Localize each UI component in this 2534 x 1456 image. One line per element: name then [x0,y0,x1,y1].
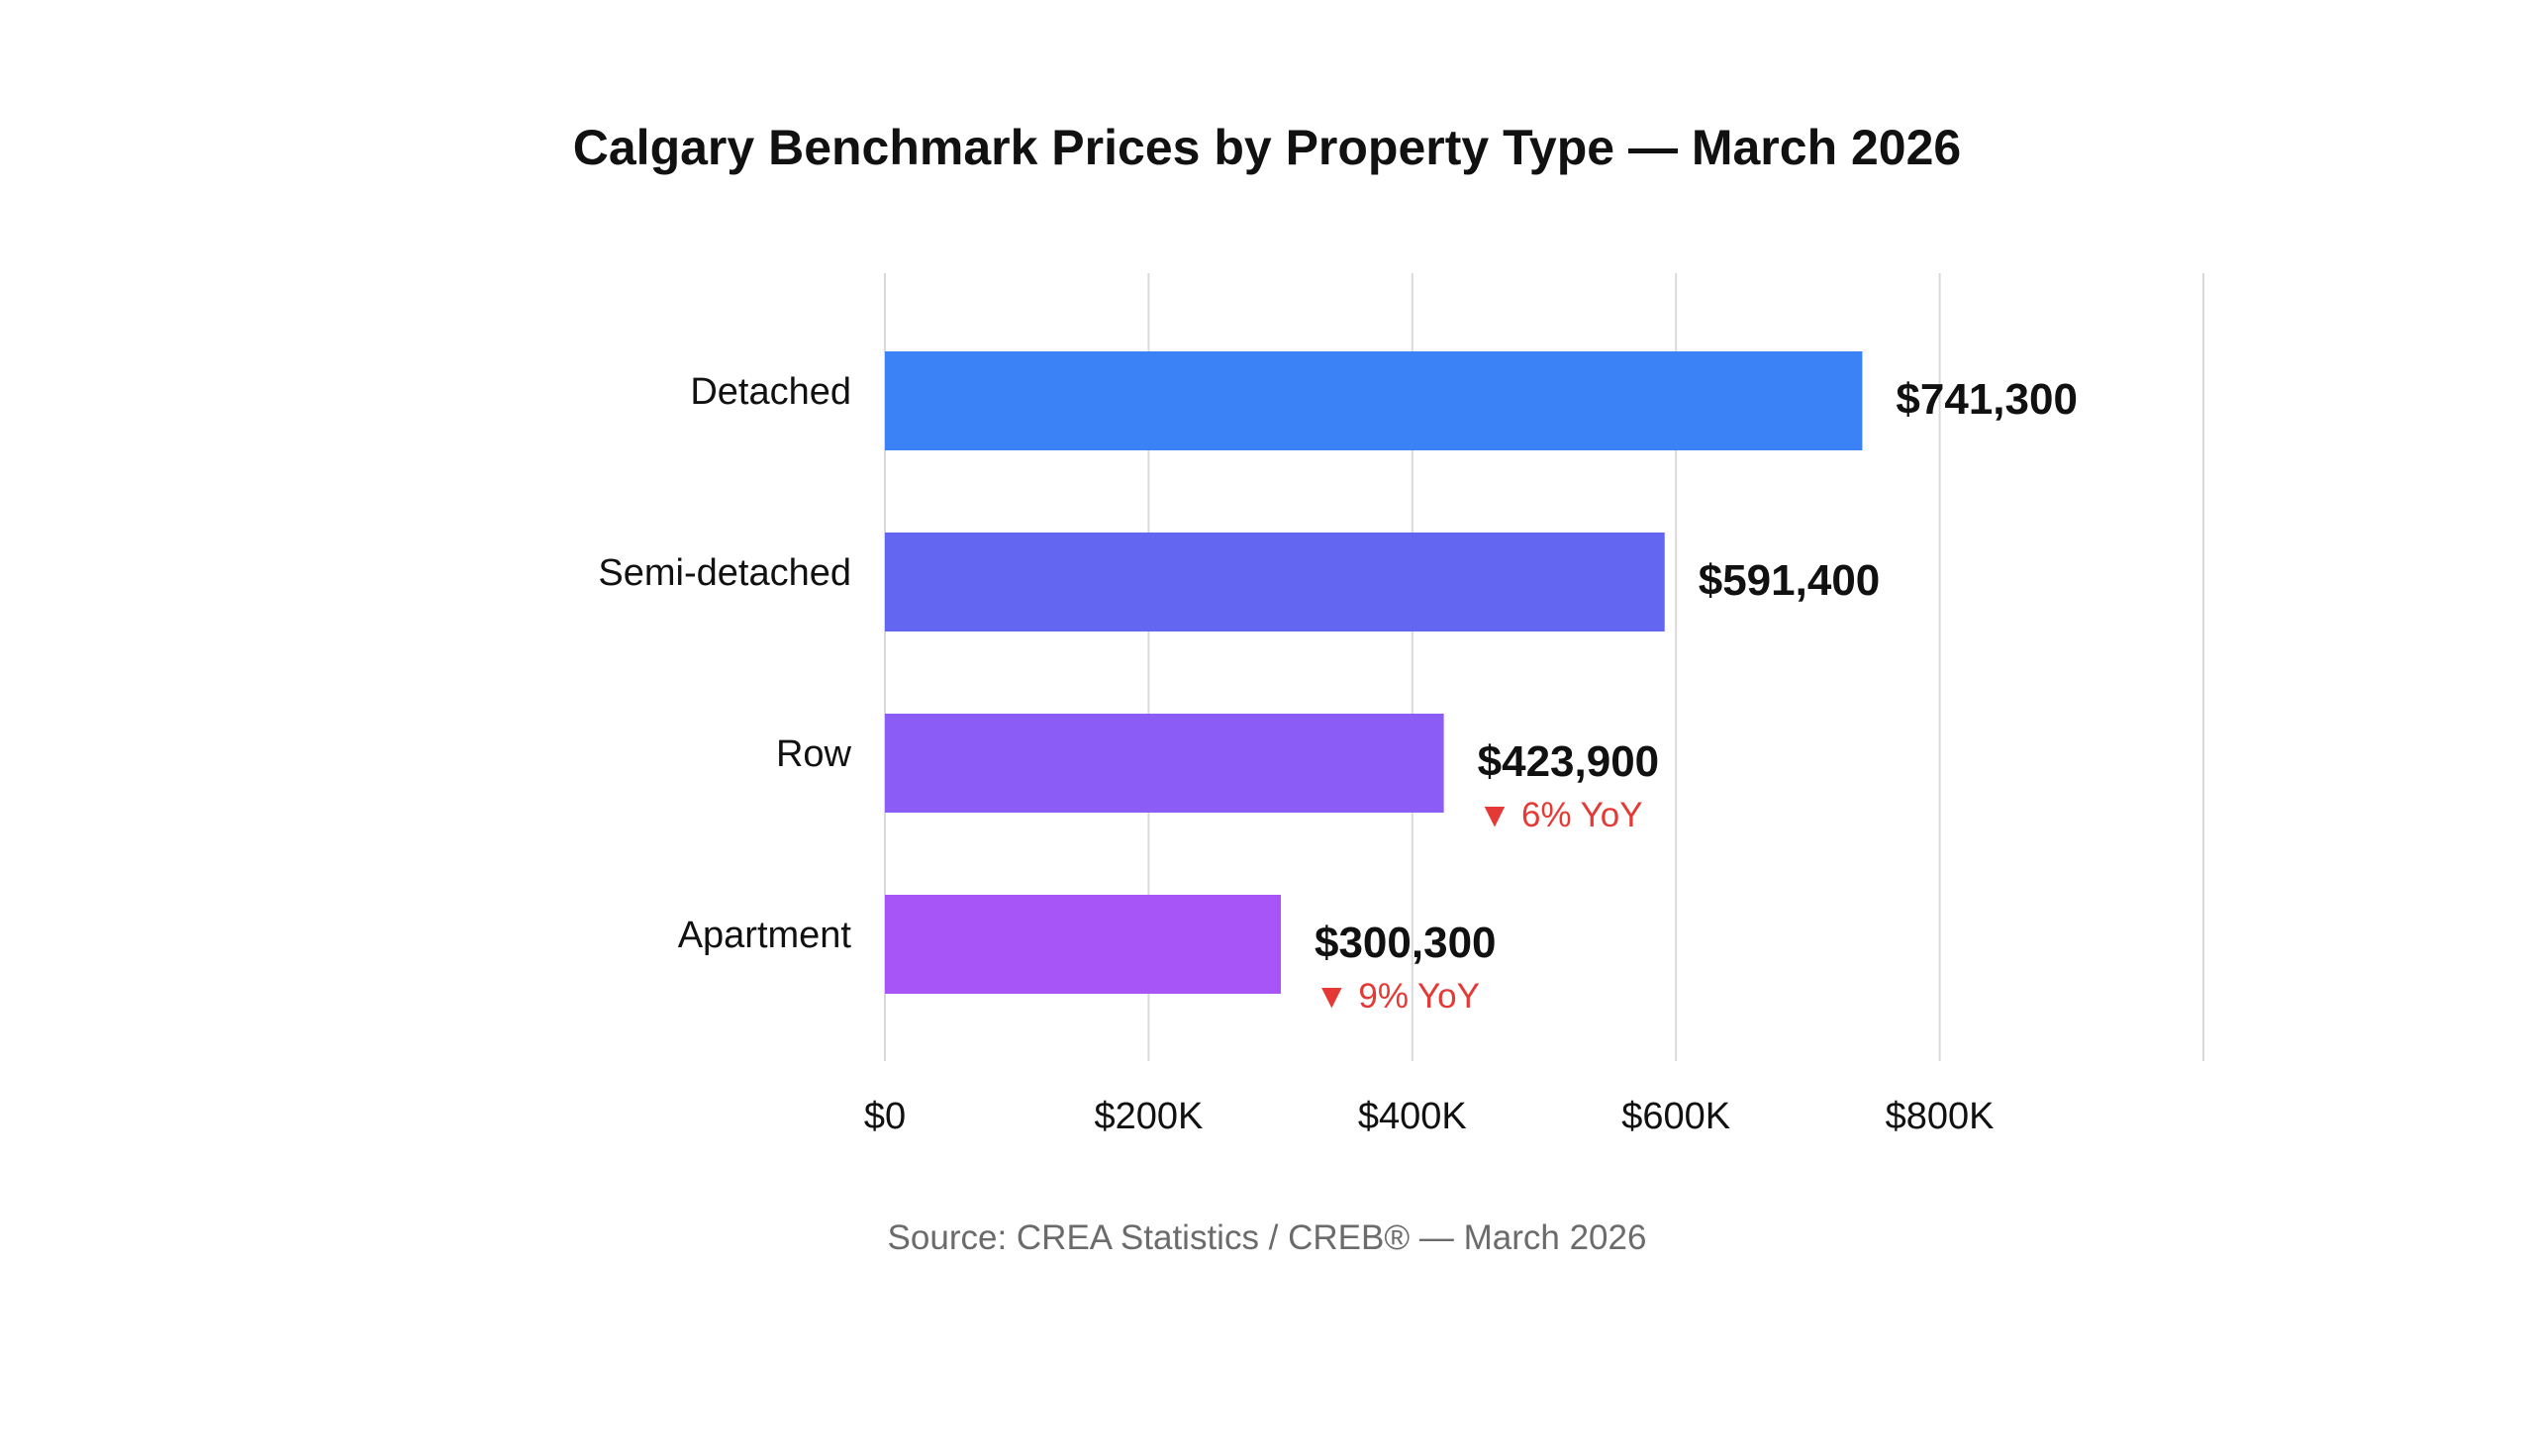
bar [885,533,1665,631]
bar [885,714,1444,813]
category-label: Semi-detached [598,552,851,594]
value-label: $741,300 [1896,375,2078,424]
yoy-change-label: ▼ 9% YoY [1315,977,1480,1016]
category-label: Detached [690,371,851,413]
x-tick-label: $200K [1094,1096,1203,1137]
yoy-change-label: ▼ 6% YoY [1478,796,1643,834]
bar [885,351,1863,450]
labels: Detached $741,300 Semi-detached $591,400 Row… [598,371,2078,1016]
bar [885,895,1281,994]
category-label: Row [776,733,852,775]
x-axis-ticks: $0 $200K $400K $600K $800K [864,1096,1995,1137]
x-tick-label: $800K [1886,1096,1995,1137]
bars [885,351,1863,994]
chart-title: Calgary Benchmark Prices by Property Typ… [573,120,1961,175]
value-label: $591,400 [1699,556,1881,605]
value-label: $300,300 [1315,919,1497,967]
x-tick-label: $600K [1621,1096,1730,1137]
x-tick-label: $0 [864,1096,906,1137]
source-note: Source: CREA Statistics / CREB® — March … [888,1218,1647,1257]
value-label: $423,900 [1478,737,1660,786]
category-label: Apartment [678,915,852,956]
x-tick-label: $400K [1358,1096,1467,1137]
